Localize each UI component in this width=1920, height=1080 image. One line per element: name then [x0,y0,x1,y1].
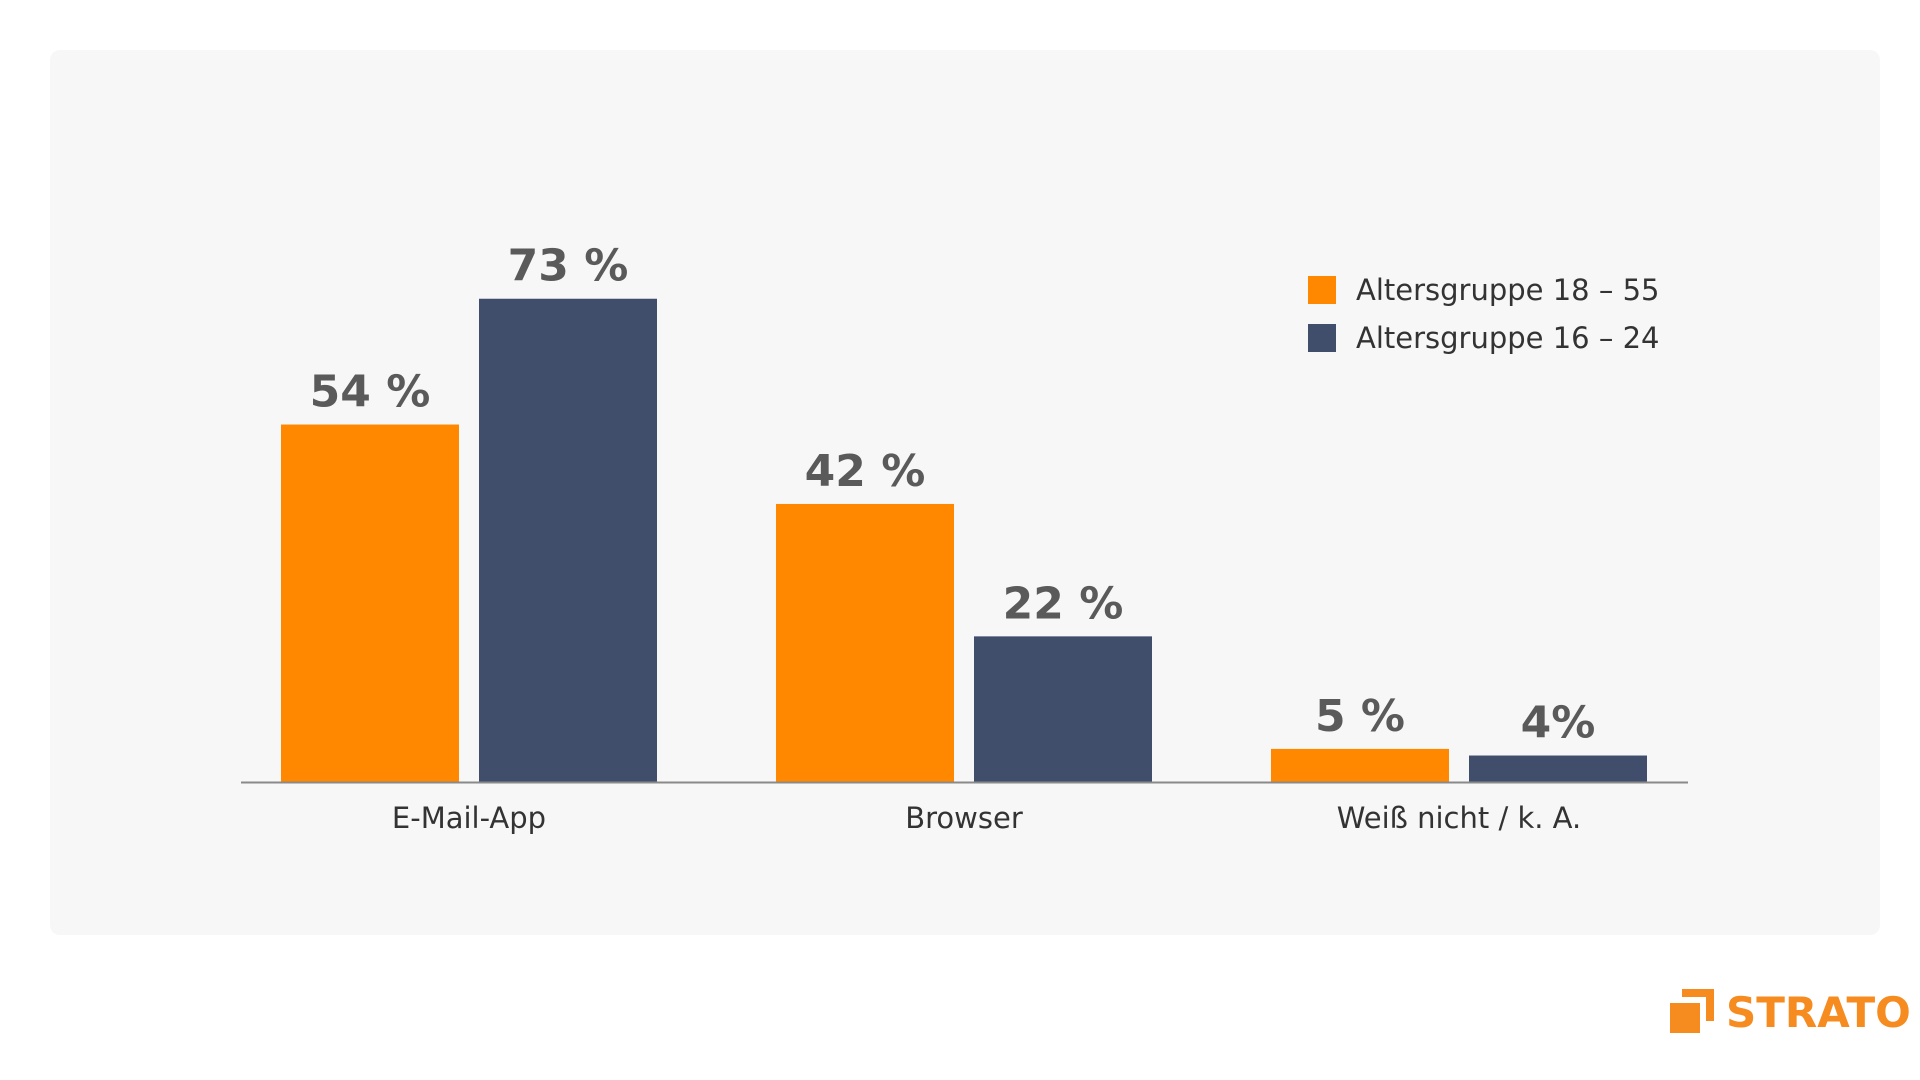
category-label: Browser [905,801,1023,835]
data-label: 4% [1521,698,1596,749]
data-label: 54 % [310,367,431,418]
legend-swatch [1308,276,1336,304]
data-label: 73 % [508,241,629,292]
strato-logo: STRATO [1670,987,1911,1037]
bar-altersgruppe-18-55-0 [281,424,459,782]
legend-label: Altersgruppe 18 – 55 [1356,273,1659,307]
bar-altersgruppe-18-55-2 [1271,748,1449,782]
category-label: Weiß nicht / k. A. [1337,801,1581,835]
bar-altersgruppe-16-24-2 [1469,755,1647,782]
logo-text: STRATO [1726,987,1911,1037]
legend-swatch [1308,324,1336,352]
legend-label: Altersgruppe 16 – 24 [1356,321,1659,355]
bar-altersgruppe-18-55-1 [776,503,954,782]
bar-altersgruppe-16-24-0 [479,298,657,782]
bar-altersgruppe-16-24-1 [974,636,1152,782]
strato-logo-icon [1670,989,1716,1035]
data-label: 22 % [1003,578,1124,629]
data-label: 42 % [805,446,926,497]
category-label: E-Mail-App [392,801,546,835]
data-label: 5 % [1315,691,1405,742]
